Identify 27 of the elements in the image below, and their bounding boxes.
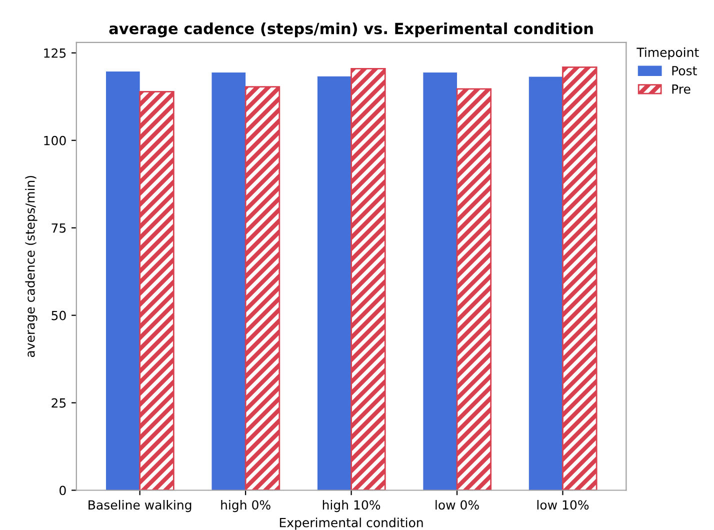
x-axis-title: Experimental condition	[280, 518, 423, 530]
y-tick-label: 50	[52, 310, 66, 320]
bar	[317, 76, 352, 490]
bar	[350, 68, 386, 490]
y-axis-title: average cadence (steps/min)	[25, 176, 38, 357]
x-tick-label: high 10%	[322, 500, 380, 512]
x-tick-label: low 0%	[436, 500, 479, 510]
bar	[562, 66, 598, 490]
bar	[139, 91, 174, 490]
legend-title: Timepoint	[636, 47, 699, 60]
bar	[244, 86, 280, 490]
bar	[212, 72, 246, 490]
x-tick-label: low 10%	[537, 500, 589, 510]
bar	[456, 88, 492, 490]
y-tick-label: 125	[44, 48, 66, 58]
x-tick-label: Baseline walking	[88, 500, 192, 512]
y-tick-label: 75	[52, 223, 66, 233]
y-tick-label: 0	[60, 486, 66, 496]
chart-title: average cadence (steps/min) vs. Experimental condition	[109, 22, 593, 38]
y-tick-label: 100	[44, 136, 66, 146]
y-tick-label: 25	[52, 398, 66, 408]
legend-label: Pre	[672, 84, 690, 94]
bar	[528, 76, 563, 490]
bar	[423, 72, 458, 490]
legend-label: Post	[672, 66, 697, 76]
x-tick-label: high 0%	[221, 500, 270, 512]
bar	[106, 71, 140, 490]
